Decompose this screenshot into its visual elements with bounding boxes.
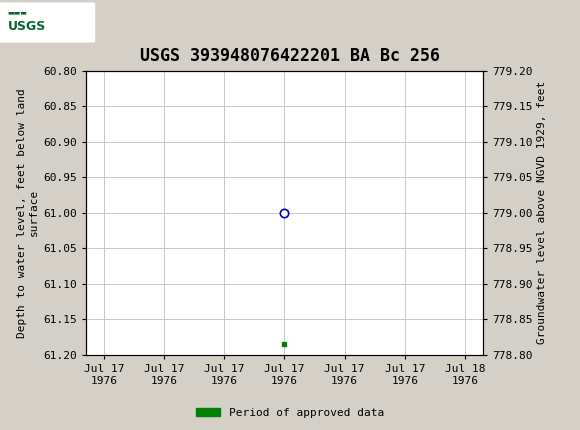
Text: ▬▬▬: ▬▬▬ [7,9,27,15]
Legend: Period of approved data: Period of approved data [191,403,389,422]
Text: USGS 393948076422201 BA Bc 256: USGS 393948076422201 BA Bc 256 [140,47,440,65]
FancyBboxPatch shape [0,3,95,42]
Y-axis label: Groundwater level above NGVD 1929, feet: Groundwater level above NGVD 1929, feet [537,81,547,344]
Y-axis label: Depth to water level, feet below land
surface: Depth to water level, feet below land su… [17,88,39,338]
Text: USGS: USGS [8,20,46,33]
